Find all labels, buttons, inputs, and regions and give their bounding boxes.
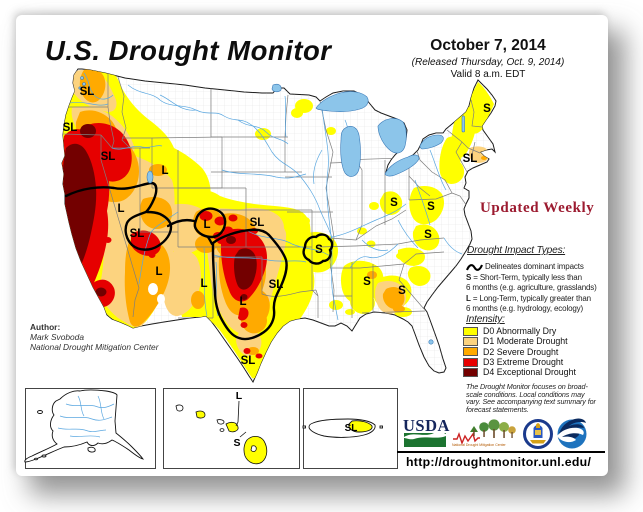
svg-text:National Drought Mitigation: National Drought Mitigation Center xyxy=(452,443,507,447)
svg-text:S: S xyxy=(427,201,435,213)
svg-text:SL: SL xyxy=(80,86,95,98)
svg-text:SL: SL xyxy=(463,153,478,165)
svg-text:SL: SL xyxy=(250,217,265,229)
svg-text:S: S xyxy=(424,229,432,241)
svg-text:SL: SL xyxy=(130,228,145,240)
svg-text:SL: SL xyxy=(241,355,256,367)
svg-text:USDA: USDA xyxy=(403,416,450,435)
svg-text:S: S xyxy=(233,437,240,449)
svg-text:L: L xyxy=(203,219,210,231)
svg-text:S: S xyxy=(315,244,323,256)
svg-text:SL: SL xyxy=(101,151,116,163)
svg-text:S: S xyxy=(363,276,371,288)
svg-text:L: L xyxy=(239,296,246,308)
svg-text:L: L xyxy=(161,165,168,177)
svg-text:S: S xyxy=(390,197,398,209)
svg-text:L: L xyxy=(155,266,162,278)
svg-text:S: S xyxy=(483,103,491,115)
svg-text:L: L xyxy=(117,203,124,215)
svg-text:L: L xyxy=(236,390,243,402)
svg-text:S: S xyxy=(398,285,406,297)
svg-text:SL: SL xyxy=(269,279,284,291)
svg-text:L: L xyxy=(200,278,207,290)
svg-text:SL: SL xyxy=(345,423,358,434)
svg-text:SL: SL xyxy=(63,122,78,134)
